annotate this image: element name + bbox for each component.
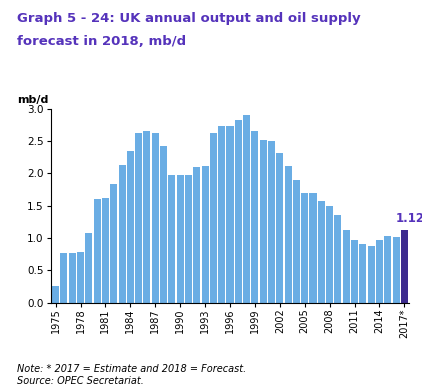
Bar xyxy=(177,175,184,303)
Bar xyxy=(252,131,258,303)
Bar xyxy=(326,206,333,303)
Bar xyxy=(160,146,167,303)
Bar xyxy=(102,198,109,303)
Bar xyxy=(359,244,366,303)
Bar xyxy=(318,201,325,303)
Bar xyxy=(69,253,76,303)
Bar xyxy=(94,199,101,303)
Bar xyxy=(168,175,176,303)
Bar xyxy=(376,240,383,303)
Bar xyxy=(243,115,250,303)
Bar xyxy=(60,253,68,303)
Bar xyxy=(384,236,391,303)
Bar xyxy=(351,240,358,303)
Bar xyxy=(218,126,225,303)
Bar xyxy=(276,153,283,303)
Bar xyxy=(210,133,217,303)
Bar xyxy=(185,175,192,303)
Bar xyxy=(368,246,375,303)
Text: mb/d: mb/d xyxy=(17,95,48,105)
Bar xyxy=(401,230,408,303)
Bar xyxy=(52,286,59,303)
Bar xyxy=(135,133,142,303)
Bar xyxy=(227,126,233,303)
Bar xyxy=(193,167,200,303)
Bar xyxy=(235,120,242,303)
Text: forecast in 2018, mb/d: forecast in 2018, mb/d xyxy=(17,35,186,48)
Bar xyxy=(143,131,151,303)
Bar xyxy=(119,165,126,303)
Bar xyxy=(309,193,316,303)
Bar xyxy=(301,193,308,303)
Text: Note: * 2017 = Estimate and 2018 = Forecast.
Source: OPEC Secretariat.: Note: * 2017 = Estimate and 2018 = Forec… xyxy=(17,364,246,386)
Text: Graph 5 - 24: UK annual output and oil supply: Graph 5 - 24: UK annual output and oil s… xyxy=(17,12,360,25)
Bar xyxy=(260,140,267,303)
Bar xyxy=(293,180,300,303)
Bar xyxy=(152,133,159,303)
Bar xyxy=(343,230,350,303)
Bar xyxy=(392,237,400,303)
Text: 1.12: 1.12 xyxy=(395,213,422,225)
Bar xyxy=(127,151,134,303)
Bar xyxy=(284,166,292,303)
Bar xyxy=(77,252,84,303)
Bar xyxy=(268,141,275,303)
Bar xyxy=(334,215,341,303)
Bar xyxy=(110,184,117,303)
Bar xyxy=(85,233,92,303)
Bar xyxy=(202,166,208,303)
